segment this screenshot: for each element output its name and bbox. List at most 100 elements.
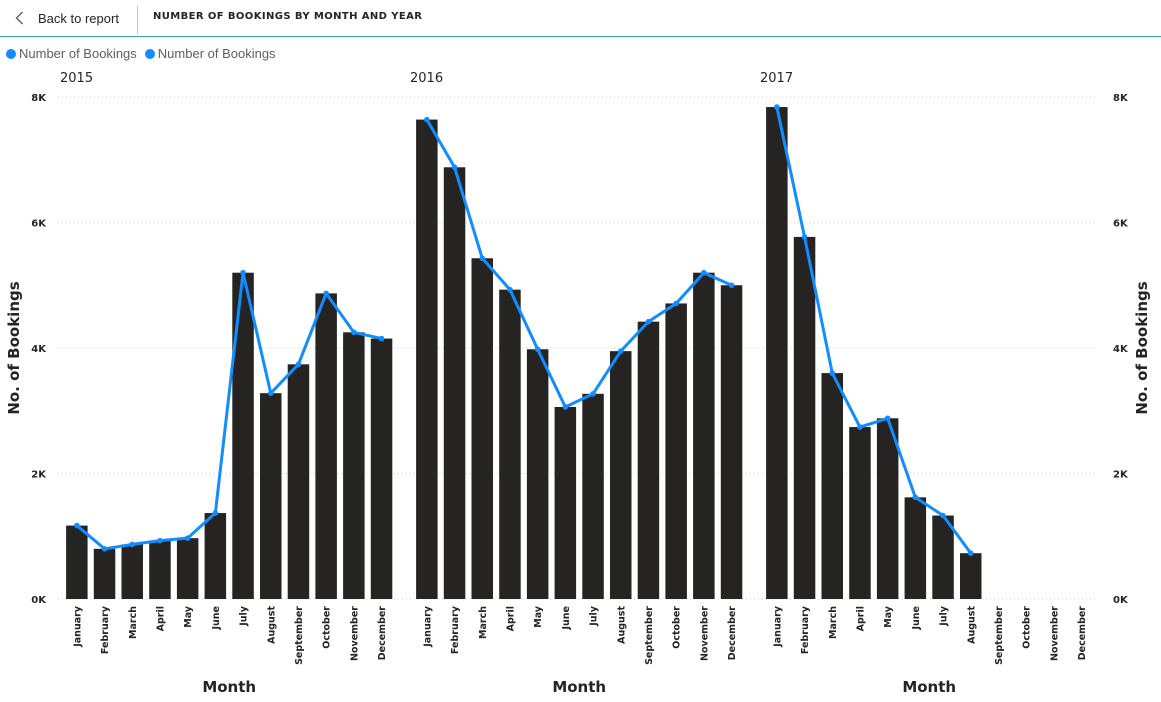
x-tick-label: October xyxy=(672,606,683,649)
x-tick-label: February xyxy=(450,605,461,654)
line-point-2016-august xyxy=(617,348,624,354)
visual-title: NUMBER OF BOOKINGS BY MONTH AND YEAR xyxy=(153,11,423,22)
bar-2016-april xyxy=(499,289,521,599)
y-tick-label-right: 8K xyxy=(1113,93,1129,104)
bar-2017-august xyxy=(960,553,982,599)
bar-2015-august xyxy=(260,393,282,599)
x-tick-label: July xyxy=(939,605,950,627)
legend-label: Number of Bookings xyxy=(157,46,276,61)
line-point-2015-march xyxy=(129,541,136,548)
x-tick-label: September xyxy=(644,606,655,665)
bar-2015-september xyxy=(287,364,310,599)
x-tick-label: December xyxy=(727,606,738,661)
x-tick-label: February xyxy=(800,605,811,654)
bar-2015-november xyxy=(343,332,365,599)
x-tick-label: July xyxy=(239,605,250,627)
line-point-2016-december xyxy=(728,282,735,289)
bar-2015-december xyxy=(370,338,393,599)
chevron-left-icon xyxy=(12,10,28,26)
x-tick-label: April xyxy=(505,606,516,631)
line-point-2016-may xyxy=(534,346,541,353)
report-header-bar: Back to report NUMBER OF BOOKINGS BY MON… xyxy=(0,0,1161,37)
line-point-2015-june xyxy=(212,510,219,516)
bar-2017-june xyxy=(904,497,927,599)
line-point-2015-may xyxy=(184,535,191,541)
x-axis-title: Month xyxy=(202,678,256,696)
legend-item-bars[interactable]: Number of Bookings xyxy=(6,46,137,61)
panel-year-label: 2017 xyxy=(760,71,793,86)
y-axis-title-left: No. of Bookings xyxy=(5,281,23,414)
line-point-2015-april xyxy=(157,537,163,544)
bar-2015-april xyxy=(149,540,171,599)
line-series-2017 xyxy=(775,106,972,555)
line-point-2016-january xyxy=(424,116,430,123)
panel-year-label: 2015 xyxy=(60,71,93,86)
bar-2017-march xyxy=(821,373,843,599)
line-point-2017-july xyxy=(940,512,946,519)
x-tick-label: June xyxy=(211,606,222,631)
legend-item-line[interactable]: Number of Bookings xyxy=(144,46,276,61)
bar-2016-january xyxy=(416,119,438,599)
x-tick-label: January xyxy=(422,605,433,648)
x-axis-title: Month xyxy=(552,678,606,696)
line-series-2016 xyxy=(425,118,733,409)
bar-2015-march xyxy=(121,544,143,599)
line-point-2016-april xyxy=(507,286,513,293)
line-point-2015-november xyxy=(351,329,357,336)
line-point-2015-december xyxy=(378,335,385,342)
bar-2017-january xyxy=(766,107,788,599)
x-axis-title: Month xyxy=(902,678,956,696)
bar-2016-october xyxy=(665,303,687,599)
y-tick-label-left: 2K xyxy=(31,470,47,481)
y-tick-label-left: 8K xyxy=(31,93,47,104)
bar-2016-november xyxy=(693,272,715,599)
x-tick-label: January xyxy=(772,605,783,648)
x-tick-label: August xyxy=(616,606,627,644)
line-point-2017-june xyxy=(912,494,919,501)
x-tick-label: July xyxy=(589,605,600,627)
bar-2015-june xyxy=(204,513,227,599)
line-point-2016-july xyxy=(590,391,596,397)
y-tick-label-right: 6K xyxy=(1113,219,1129,230)
x-tick-label: May xyxy=(183,605,194,628)
line-point-2016-march xyxy=(479,255,486,262)
line-point-2016-february xyxy=(451,164,458,171)
legend-label: Number of Bookings xyxy=(19,46,137,61)
line-point-2017-january xyxy=(774,104,780,110)
bar-2016-march xyxy=(471,258,493,599)
y-tick-label-left: 4K xyxy=(31,344,47,355)
x-tick-label: November xyxy=(699,606,710,661)
x-tick-label: August xyxy=(966,606,977,644)
x-tick-label: September xyxy=(294,606,305,665)
header-divider xyxy=(137,6,138,34)
chart-legend: Number of Bookings Number of Bookings xyxy=(6,46,284,61)
line-point-2017-march xyxy=(829,370,836,376)
line-point-2015-july xyxy=(240,269,246,276)
bar-2015-may xyxy=(176,538,199,599)
line-point-2015-october xyxy=(323,290,329,297)
x-tick-label: March xyxy=(478,606,489,639)
bar-2017-july xyxy=(932,515,954,599)
bar-2017-may xyxy=(876,418,899,599)
line-point-2015-february xyxy=(101,546,108,552)
x-tick-label: May xyxy=(533,605,544,628)
y-tick-label-right: 0K xyxy=(1113,595,1129,606)
x-tick-label: December xyxy=(1077,606,1088,661)
x-tick-label: March xyxy=(128,606,139,639)
legend-marker xyxy=(6,48,16,59)
back-to-report-button[interactable]: Back to report xyxy=(12,6,119,30)
y-tick-label-left: 0K xyxy=(31,595,47,606)
x-tick-label: December xyxy=(377,606,388,661)
x-tick-label: November xyxy=(349,606,360,661)
bar-2015-january xyxy=(66,525,88,599)
x-tick-label: November xyxy=(1049,606,1060,661)
x-tick-label: January xyxy=(72,605,83,648)
x-tick-label: April xyxy=(155,606,166,631)
y-tick-label-right: 4K xyxy=(1113,344,1129,355)
bar-2015-july xyxy=(232,272,254,599)
line-point-2015-january xyxy=(74,522,80,529)
line-point-2016-november xyxy=(701,269,707,276)
bar-2015-february xyxy=(93,548,116,599)
line-point-2016-september xyxy=(645,318,652,325)
